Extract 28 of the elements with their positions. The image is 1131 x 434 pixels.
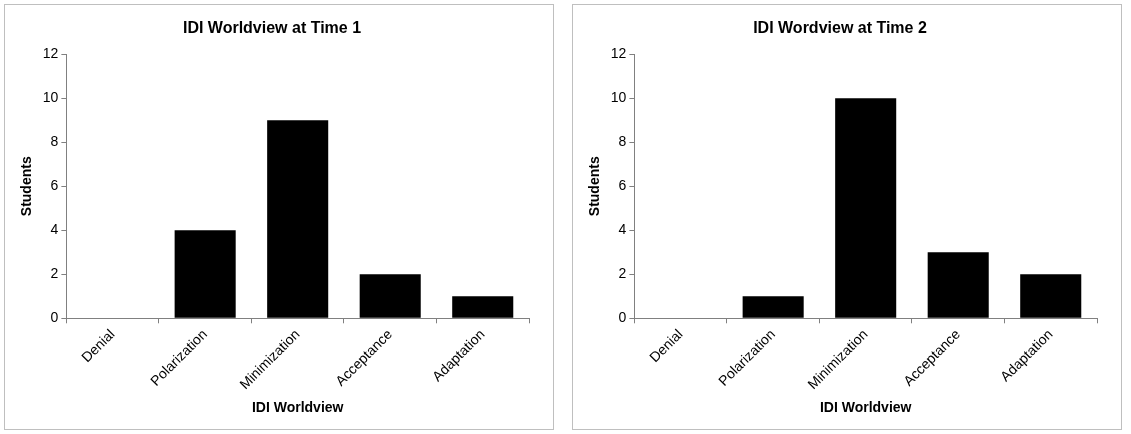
y-axis-title: Students (586, 156, 603, 217)
bar (452, 296, 514, 318)
y-tick-label: 10 (610, 89, 627, 106)
y-axis-title: Students (18, 156, 35, 217)
bar (742, 296, 804, 318)
bar (359, 274, 421, 318)
bar (174, 230, 236, 318)
bar (835, 98, 897, 318)
y-tick-label: 2 (50, 265, 59, 282)
y-tick-label: 6 (618, 177, 627, 194)
bar (1020, 274, 1082, 318)
y-tick-label: 12 (610, 45, 627, 62)
y-tick-label: 8 (50, 133, 59, 150)
chart-title: IDI Wordview at Time 2 (753, 19, 927, 37)
y-tick-label: 0 (50, 309, 59, 326)
y-tick-label: 12 (42, 45, 59, 62)
x-axis-title: IDI Worldview (251, 399, 344, 416)
bar (927, 252, 989, 318)
y-tick-label: 4 (50, 221, 59, 238)
y-tick-label: 2 (618, 265, 627, 282)
chart-title: IDI Worldview at Time 1 (182, 19, 362, 37)
y-tick-label: 0 (618, 309, 627, 326)
y-tick-label: 4 (618, 221, 627, 238)
y-tick-label: 6 (50, 177, 59, 194)
x-axis-title: IDI Worldview (819, 399, 912, 416)
bar (267, 120, 329, 318)
y-tick-label: 10 (42, 89, 59, 106)
y-tick-label: 8 (618, 133, 627, 150)
